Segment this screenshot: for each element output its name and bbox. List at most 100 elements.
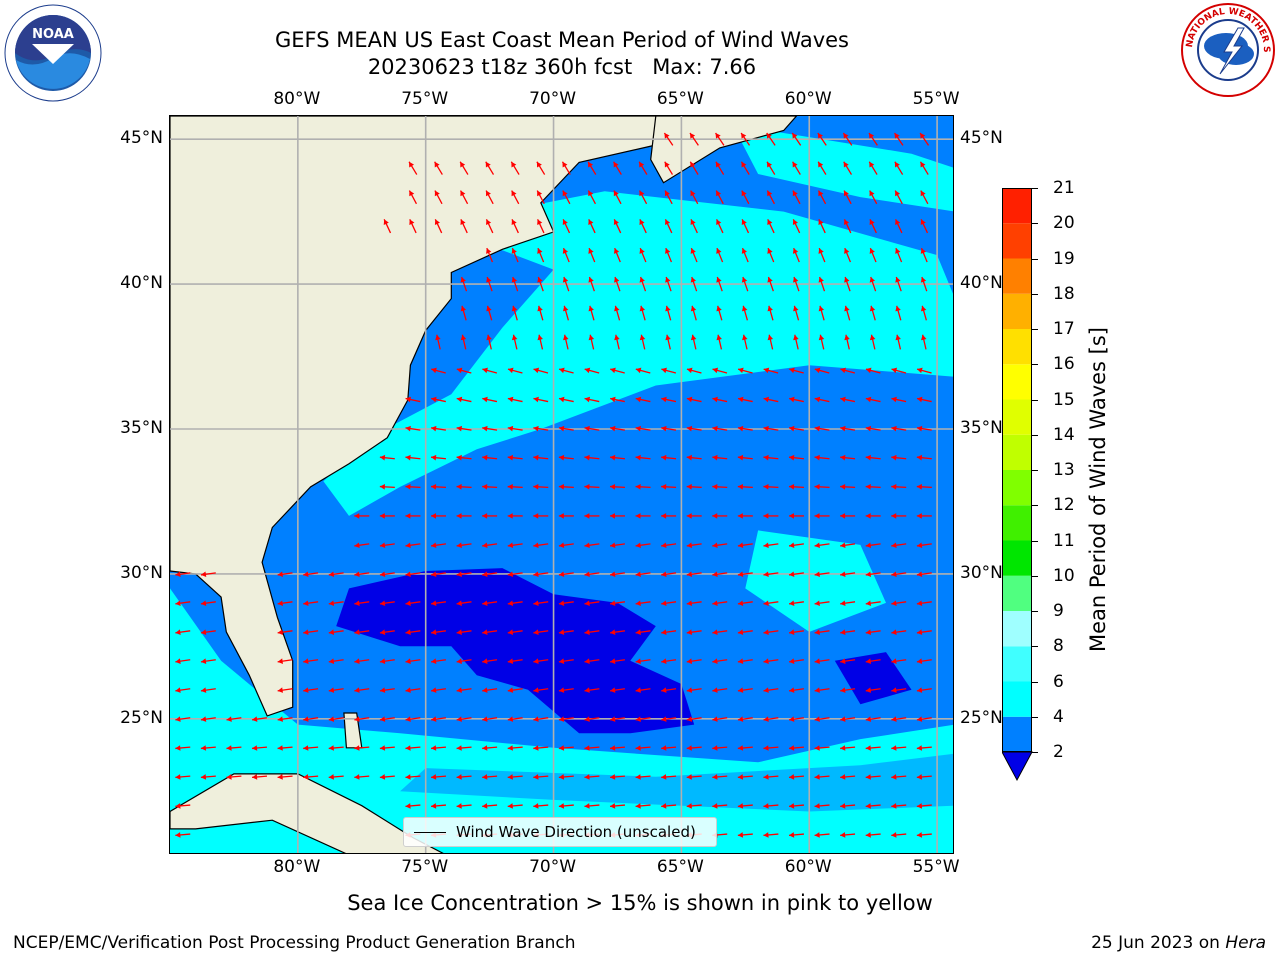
lat-label-left: 45°N: [120, 128, 163, 149]
arrow-head: [588, 334, 595, 341]
arrow-head: [920, 276, 927, 283]
arrow-head: [431, 542, 437, 549]
arrow-head: [869, 305, 876, 312]
arrow-head: [789, 658, 795, 664]
arrow-head: [712, 803, 718, 809]
arrow-head: [891, 803, 897, 809]
arrow-head: [486, 334, 492, 341]
arrow-head: [840, 425, 846, 432]
arrow-head: [639, 276, 645, 283]
arrow-head: [716, 334, 722, 341]
arrow-head: [763, 425, 769, 432]
arrow-head: [814, 629, 820, 635]
arrow-head: [431, 425, 437, 432]
colorbar-tick-mark: [1032, 646, 1038, 648]
arrow-head: [686, 396, 693, 403]
arrow-head: [712, 629, 718, 635]
arrow-head: [891, 774, 897, 780]
arrow-head: [741, 190, 747, 197]
arrow-head: [690, 190, 696, 197]
arrow-head: [840, 803, 846, 809]
arrow-head: [916, 745, 923, 751]
arrow-head: [661, 396, 667, 403]
lon-label-top: 80°W: [273, 89, 321, 109]
arrow-head: [303, 687, 309, 693]
arrow-head: [661, 687, 667, 693]
arrow-head: [792, 132, 798, 139]
arrow-head: [584, 803, 590, 809]
arrow-head: [690, 248, 696, 254]
arrow-head: [635, 513, 641, 519]
arrow-head: [737, 396, 744, 403]
arrow-head: [482, 484, 488, 490]
arrow-head: [533, 367, 540, 374]
arrow-head: [712, 425, 718, 432]
arrow-head: [661, 658, 667, 664]
arrow-head: [763, 454, 769, 461]
arrow-head: [303, 571, 309, 578]
arrow-head: [482, 745, 488, 751]
arrow-head: [788, 484, 795, 490]
arrow-head: [916, 832, 923, 838]
arrow-head: [716, 248, 722, 254]
arrow-head: [665, 305, 671, 312]
arrow-head: [200, 600, 207, 606]
arrow-head: [511, 305, 518, 312]
arrow-head: [763, 396, 770, 403]
arrow-head: [712, 542, 718, 549]
arrow-head: [558, 454, 565, 461]
colorbar-tick-mark: [1032, 540, 1038, 542]
arrow-head: [533, 600, 539, 606]
arrow-head: [482, 629, 488, 635]
arrow-head: [712, 454, 718, 461]
arrow-head: [715, 132, 721, 139]
arrow-head: [686, 571, 693, 578]
arrow-head: [405, 600, 411, 606]
arrow-head: [763, 542, 769, 549]
colorbar-tick-mark: [1032, 434, 1038, 436]
arrow-head: [840, 687, 846, 693]
arrow-head: [741, 132, 747, 139]
arrow-head: [379, 513, 385, 519]
arrow-head: [456, 774, 462, 780]
arrow-head: [865, 803, 871, 809]
lat-label-right: 35°N: [960, 417, 1003, 438]
arrow-head: [482, 571, 488, 578]
arrow-head: [763, 600, 769, 606]
arrow-head: [895, 219, 901, 226]
arrow-head: [788, 832, 795, 838]
colorbar-segment: [1002, 470, 1032, 506]
arrow-head: [916, 803, 923, 809]
arrow-head: [789, 396, 795, 403]
colorbar-tick-label: 13: [1053, 460, 1075, 480]
arrow-head: [354, 716, 360, 722]
arrow-head: [456, 803, 462, 809]
arrow-head: [789, 600, 795, 606]
lon-label-top: 60°W: [784, 89, 832, 109]
arrow-head: [865, 484, 871, 490]
colorbar-tick-mark: [1032, 611, 1038, 612]
arrow-head: [533, 629, 539, 635]
arrow-head: [891, 484, 897, 490]
arrow-head: [891, 425, 897, 432]
arrow-head: [818, 219, 824, 226]
arrow-head: [921, 334, 927, 341]
colorbar-tick-label: 19: [1053, 248, 1075, 269]
colorbar-segment: [1002, 681, 1032, 717]
arrow-head: [610, 542, 616, 549]
arrow-head: [664, 190, 670, 197]
arrow-head: [511, 219, 517, 226]
arrow-head: [252, 716, 258, 722]
arrow-head: [379, 774, 386, 780]
arrow-head: [742, 334, 748, 341]
arrow-head: [916, 600, 923, 606]
arrow-head: [763, 658, 769, 664]
arrow-head: [613, 190, 619, 197]
arrow-head: [277, 716, 283, 722]
arrow-head: [588, 276, 594, 283]
arrow-head: [507, 774, 513, 780]
colorbar-tick-label: 20: [1053, 213, 1075, 234]
arrow-head: [405, 571, 411, 578]
arrow-head: [789, 454, 795, 461]
arrow-head: [507, 658, 514, 664]
